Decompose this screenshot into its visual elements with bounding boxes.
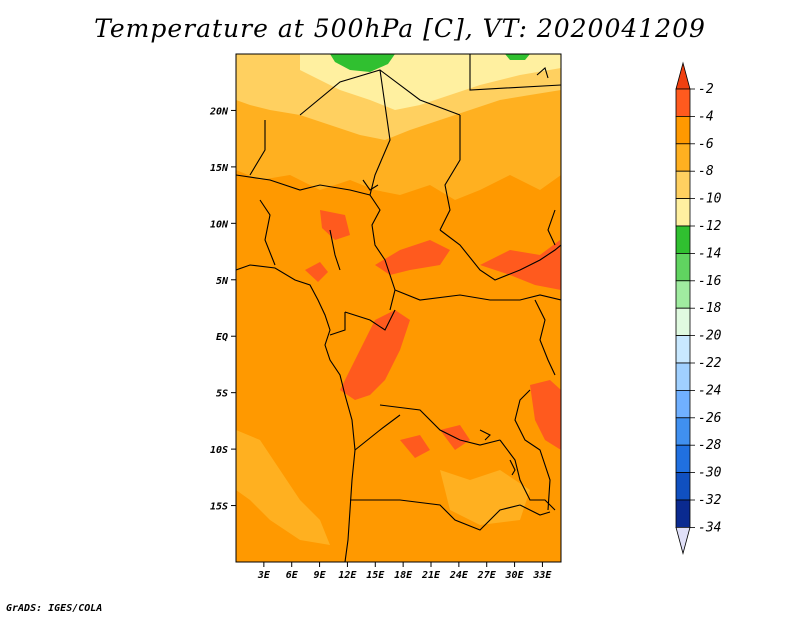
colorbar-swatch [675, 417, 691, 446]
colorbar: -2 -4 -6 -8 -10 -12 -14 -16 -18 -20 -22 -24 -26 -28 -3… [675, 61, 722, 555]
colorbar-swatch [675, 170, 691, 199]
colorbar-swatch [675, 225, 691, 254]
country-borders [236, 54, 561, 562]
lat-tick-label: 20N [209, 106, 229, 117]
lat-tick-label: 15N [210, 163, 229, 174]
lon-tick-label: 6E [286, 570, 299, 581]
colorbar-swatch [675, 280, 691, 309]
colorbar-swatch [675, 143, 691, 172]
lat-tick-label: 10N [210, 219, 229, 230]
colorbar-label: -30 [698, 466, 722, 481]
lon-tick-label: 18E [394, 570, 413, 581]
lon-tick-label: 33E [532, 570, 552, 581]
colorbar-label: -6 [698, 137, 714, 152]
lon-tick-label: 24E [449, 570, 469, 581]
lon-tick-label: 21E [421, 570, 441, 581]
latitude-axis: 20N 15N 10N 5N EQ 5S 10S 15S [209, 106, 236, 513]
colorbar-label: -20 [698, 329, 722, 344]
lon-tick-label: 3E [257, 570, 271, 581]
colorbar-swatch [675, 335, 691, 364]
colorbar-label: -22 [698, 356, 722, 371]
colorbar-swatch [675, 116, 691, 145]
colorbar-swatch [675, 472, 691, 501]
lon-tick-label: 30E [505, 570, 525, 581]
credit-text: GrADS: IGES/COLA [6, 603, 103, 614]
colorbar-swatch [675, 444, 691, 474]
colorbar-label: -32 [698, 493, 722, 508]
colorbar-label: -8 [698, 164, 714, 179]
colorbar-swatch [675, 307, 691, 337]
chart-title: Temperature at 500hPa [C], VT: 202004120… [94, 14, 706, 43]
colorbar-bottom-arrow [675, 527, 691, 555]
colorbar-label: -28 [698, 438, 722, 453]
colorbar-label: -10 [698, 192, 722, 207]
colorbar-label: -24 [698, 383, 721, 398]
lat-tick-label: 15S [210, 502, 228, 513]
colorbar-swatch [675, 499, 691, 528]
colorbar-top-arrow [675, 61, 691, 90]
colorbar-label: -16 [698, 274, 722, 289]
colorbar-label: -14 [698, 246, 721, 261]
lat-tick-label: EQ [216, 332, 228, 343]
lat-tick-label: 5S [216, 389, 228, 400]
colorbar-swatch [675, 198, 691, 227]
colorbar-swatch [675, 389, 691, 419]
lon-tick-label: 12E [338, 570, 357, 581]
lon-tick-label: 9E [314, 570, 327, 581]
map-frame [235, 53, 562, 563]
colorbar-label: -34 [698, 520, 721, 535]
colorbar-label: -12 [698, 219, 722, 234]
temperature-field [236, 54, 561, 562]
colorbar-swatch [675, 88, 691, 117]
colorbar-label: -18 [698, 301, 722, 316]
lat-tick-label: 5N [216, 276, 229, 287]
colorbar-label: -2 [698, 82, 714, 97]
colorbar-swatch [675, 252, 691, 282]
colorbar-label: -4 [698, 109, 714, 124]
colorbar-label: -26 [698, 411, 722, 426]
lon-tick-label: 27E [477, 570, 497, 581]
lat-tick-label: 10S [210, 445, 228, 456]
colorbar-swatch [675, 362, 691, 391]
lon-tick-label: 15E [366, 570, 385, 581]
longitude-axis: 3E 6E 9E 12E 15E 18E 21E 24E 27E 30E 33E [257, 562, 552, 581]
